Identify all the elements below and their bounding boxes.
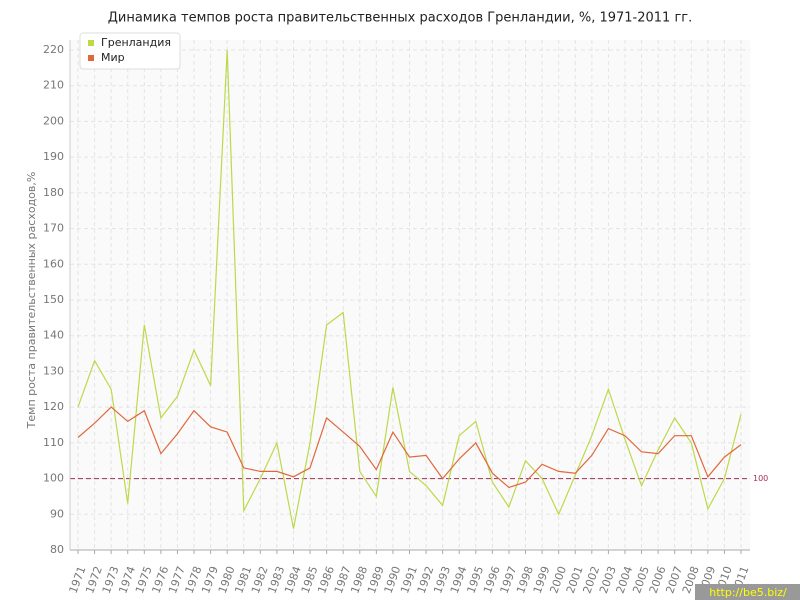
- y-tick-label: 200: [43, 114, 64, 127]
- y-tick-label: 140: [43, 329, 64, 342]
- y-tick-label: 130: [43, 364, 64, 377]
- y-tick-label: 120: [43, 400, 64, 413]
- y-tick-label: 100: [43, 472, 64, 485]
- y-tick-label: 210: [43, 79, 64, 92]
- chart-title: Динамика темпов роста правительственных …: [108, 11, 693, 26]
- reference-label: 100: [753, 474, 768, 483]
- legend-swatch: [88, 40, 94, 46]
- y-tick-label: 90: [50, 507, 64, 520]
- y-tick-label: 150: [43, 293, 64, 306]
- legend-box: [79, 32, 181, 70]
- lines: 100: [70, 49, 768, 529]
- y-tick-label: 110: [43, 436, 64, 449]
- legend-swatch: [88, 55, 94, 61]
- y-tick-label: 190: [43, 150, 64, 163]
- y-tick-label: 160: [43, 257, 64, 270]
- legend: Гренландия Мир: [79, 32, 181, 70]
- y-tick-label: 220: [43, 43, 64, 56]
- watermark-bg: [695, 584, 800, 600]
- watermark: http://be5.biz/: [709, 586, 787, 599]
- series-line: [77, 49, 742, 529]
- y-tick-label: 170: [43, 222, 64, 235]
- y-tick-label: 180: [43, 186, 64, 199]
- legend-label: Гренландия: [101, 36, 171, 49]
- y-axis-label: Темп роста правительственных расходов,%: [25, 172, 38, 430]
- legend-label: Мир: [101, 51, 125, 64]
- y-tick-label: 80: [50, 543, 64, 556]
- series-line: [77, 406, 742, 489]
